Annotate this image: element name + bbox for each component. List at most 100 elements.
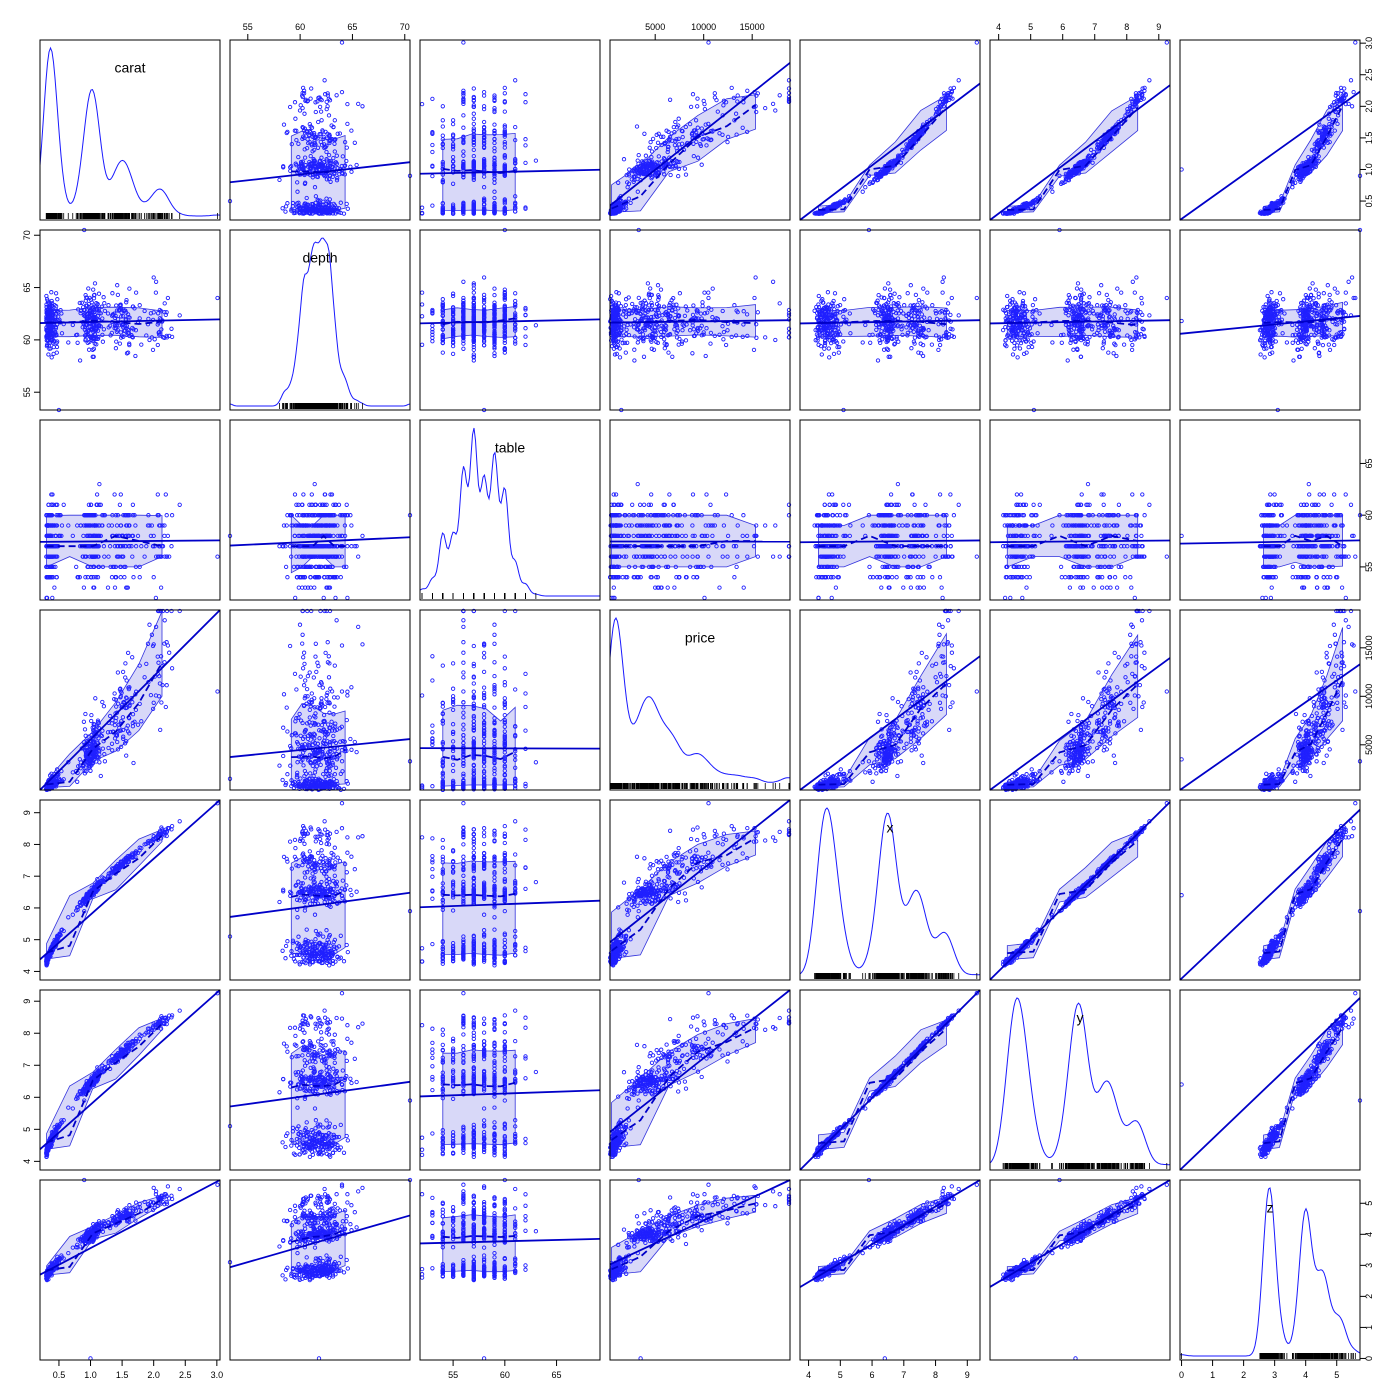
data-point — [683, 167, 686, 170]
data-point — [677, 174, 680, 177]
tick-label: 0.5 — [1364, 195, 1374, 208]
tick-label: 2 — [1364, 1294, 1374, 1299]
tick-label: 9 — [22, 999, 32, 1004]
tick-label: 2.5 — [179, 1370, 192, 1380]
tick-label: 7 — [901, 1370, 906, 1380]
data-point — [441, 134, 444, 137]
data-point — [431, 97, 434, 100]
data-point — [643, 132, 646, 135]
tick-label: 3 — [1364, 1263, 1374, 1268]
data-point — [441, 105, 444, 108]
data-point — [771, 102, 774, 105]
data-point — [482, 94, 485, 97]
data-point — [278, 178, 281, 181]
data-point — [493, 123, 496, 126]
data-point — [764, 106, 767, 109]
data-point — [294, 117, 297, 120]
data-point — [420, 102, 423, 105]
data-point — [327, 114, 330, 117]
tick-label: 1 — [1210, 1370, 1215, 1380]
tick-label: 6 — [22, 1095, 32, 1100]
tick-label: 15000 — [740, 22, 765, 32]
tick-label: 55 — [1364, 562, 1374, 572]
tick-label: 7 — [1092, 22, 1097, 32]
tick-label: 9 — [1156, 22, 1161, 32]
tick-label: 1.5 — [1364, 132, 1374, 145]
data-point — [345, 146, 348, 149]
data-point — [649, 140, 652, 143]
data-point — [353, 141, 356, 144]
tick-label: 65 — [347, 22, 357, 32]
data-point — [335, 94, 338, 97]
tick-label: 2.0 — [1364, 100, 1374, 113]
tick-label: 70 — [22, 230, 32, 240]
data-point — [431, 204, 434, 207]
data-point — [524, 101, 527, 104]
data-point — [534, 159, 537, 162]
tick-label: 15000 — [1364, 635, 1374, 660]
data-point — [298, 109, 301, 112]
data-point — [462, 41, 465, 44]
tick-label: 65 — [1364, 458, 1374, 468]
data-point — [696, 105, 699, 108]
data-point — [628, 168, 631, 171]
data-point — [472, 122, 475, 125]
tick-label: 60 — [22, 335, 32, 345]
data-point — [503, 92, 506, 95]
data-point — [713, 92, 716, 95]
data-point — [350, 170, 353, 173]
data-point — [451, 122, 454, 125]
data-point — [684, 173, 687, 176]
data-point — [320, 119, 323, 122]
data-point — [293, 101, 296, 104]
tick-label: 5 — [22, 1127, 32, 1132]
tick-label: 3 — [1272, 1370, 1277, 1380]
data-point — [338, 132, 341, 135]
data-point — [482, 90, 485, 93]
tick-label: 0 — [1364, 1356, 1374, 1361]
data-point — [431, 174, 434, 177]
data-point — [700, 163, 703, 166]
data-point — [441, 119, 444, 122]
data-point — [524, 93, 527, 96]
data-point — [282, 123, 285, 126]
tick-label: 60 — [500, 1370, 510, 1380]
panel-carat-vs-x — [800, 40, 980, 220]
tick-label: 5 — [22, 937, 32, 942]
data-point — [524, 161, 527, 164]
tick-label: 0 — [1179, 1370, 1184, 1380]
tick-label: 1 — [1364, 1325, 1374, 1330]
tick-label: 65 — [22, 283, 32, 293]
data-point — [774, 109, 777, 112]
panel-carat-vs-carat: carat — [40, 40, 220, 220]
spread-band — [818, 96, 946, 213]
data-point — [317, 120, 320, 123]
tick-label: 10000 — [1364, 684, 1374, 709]
data-point — [420, 206, 423, 209]
data-point — [736, 94, 739, 97]
tick-label: 70 — [400, 22, 410, 32]
tick-label: 4 — [22, 1159, 32, 1164]
tick-label: 9 — [22, 810, 32, 815]
data-point — [472, 112, 475, 115]
tick-label: 55 — [243, 22, 253, 32]
data-point — [361, 105, 364, 108]
data-point — [524, 144, 527, 147]
tick-label: 5 — [1028, 22, 1033, 32]
tick-label: 55 — [448, 1370, 458, 1380]
data-point — [503, 86, 506, 89]
tick-label: 4 — [806, 1370, 811, 1380]
data-point — [957, 79, 960, 82]
data-point — [431, 150, 434, 153]
data-point — [669, 173, 672, 176]
tick-label: 2.5 — [1364, 68, 1374, 81]
data-point — [299, 104, 302, 107]
data-point — [288, 105, 291, 108]
data-point — [303, 112, 306, 115]
tick-label: 8 — [933, 1370, 938, 1380]
data-point — [861, 190, 864, 193]
data-point — [503, 110, 506, 113]
data-point — [309, 97, 312, 100]
tick-label: 60 — [1364, 510, 1374, 520]
tick-label: 5000 — [645, 22, 665, 32]
